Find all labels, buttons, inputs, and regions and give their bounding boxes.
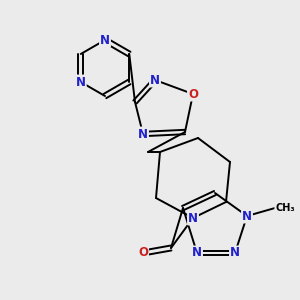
Text: N: N [230,247,240,260]
Text: N: N [138,128,148,140]
Text: N: N [242,209,252,223]
Text: CH₃: CH₃ [275,203,295,213]
Text: N: N [76,76,86,88]
Text: O: O [188,88,198,100]
Text: N: N [188,212,198,224]
Text: O: O [138,247,148,260]
Text: N: N [192,247,202,260]
Text: N: N [100,34,110,46]
Text: N: N [150,74,160,86]
